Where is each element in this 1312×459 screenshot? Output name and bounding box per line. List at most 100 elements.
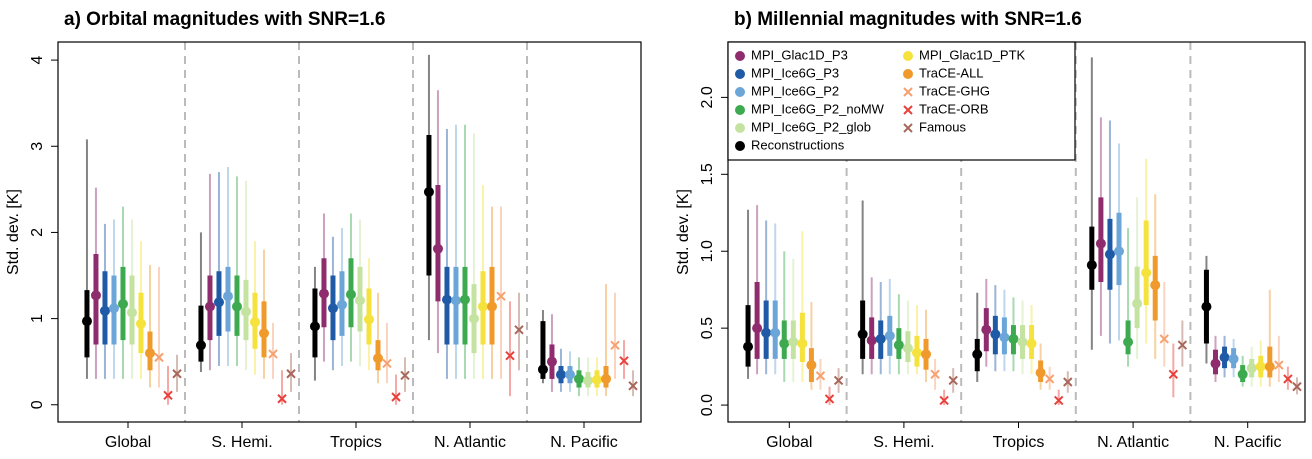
legend-marker — [735, 123, 745, 133]
point — [555, 369, 566, 380]
y-axis-label: Std. dev. [K] — [5, 189, 22, 275]
point — [145, 348, 156, 359]
point — [948, 375, 958, 386]
point — [857, 329, 868, 340]
point — [373, 353, 384, 364]
point — [354, 295, 365, 306]
point — [824, 394, 835, 404]
point — [911, 347, 922, 358]
y-axis-label: Std. dev. [K] — [675, 189, 692, 275]
legend-marker — [735, 141, 745, 151]
point — [921, 349, 932, 360]
point — [1292, 381, 1302, 392]
point — [1123, 337, 1134, 347]
point — [1008, 333, 1019, 344]
point — [1054, 395, 1064, 406]
y-tick-label: 0 — [29, 400, 46, 409]
point — [815, 371, 826, 381]
point — [99, 305, 110, 316]
y-tick-label: 0.5 — [699, 317, 716, 339]
y-tick-label: 4 — [29, 56, 46, 65]
y-tick-label: 2.0 — [699, 86, 716, 108]
point — [1177, 340, 1188, 350]
x-tick-label: N. Atlantic — [1097, 434, 1169, 451]
point — [1201, 301, 1212, 312]
point — [866, 335, 877, 346]
point — [391, 392, 401, 402]
point — [345, 289, 356, 300]
point — [884, 330, 895, 341]
point — [363, 314, 374, 325]
point — [779, 338, 790, 349]
y-tick-label: 1.5 — [699, 163, 716, 185]
point — [231, 301, 242, 312]
chart-title: a) Orbital magnitudes with SNR=1.6 — [64, 9, 385, 30]
point — [336, 299, 347, 310]
x-tick-label: Global — [105, 434, 151, 451]
legend: MPI_Glac1D_P3 MPI_Ice6G_P3 MPI_Ice6G_P2 MPI… — [727, 41, 1076, 161]
point — [1219, 352, 1230, 363]
x-tick-label: N. Pacific — [550, 434, 618, 451]
point — [564, 369, 575, 380]
point — [628, 381, 638, 391]
point — [546, 356, 557, 367]
legend-label: MPI_Ice6G_P2_glob — [751, 119, 871, 134]
legend-marker — [903, 51, 913, 61]
point — [268, 349, 278, 359]
point — [1114, 246, 1125, 257]
legend-label: MPI_Ice6G_P3 — [751, 65, 839, 80]
point — [1283, 374, 1293, 384]
legend-label: Reconstructions — [751, 137, 845, 152]
point — [972, 349, 983, 360]
point — [259, 328, 270, 339]
point — [487, 301, 498, 312]
point — [1210, 358, 1221, 369]
legend-label: MPI_Glac1D_P3 — [751, 47, 848, 62]
point — [1035, 367, 1046, 378]
point — [752, 323, 763, 334]
point — [1255, 361, 1266, 372]
point — [893, 340, 904, 351]
point — [761, 327, 772, 338]
x-tick-label: S. Hemi. — [873, 434, 934, 451]
x-tick-label: Tropics — [993, 434, 1045, 451]
point — [1159, 334, 1169, 344]
point — [423, 186, 434, 197]
point — [1228, 353, 1239, 364]
point — [195, 340, 206, 351]
legend-marker — [735, 105, 745, 115]
point — [939, 395, 949, 406]
y-tick-label: 1 — [29, 314, 46, 323]
point — [1017, 337, 1028, 347]
point — [1264, 361, 1275, 372]
point — [382, 358, 392, 369]
point — [154, 352, 164, 363]
point — [990, 329, 1001, 340]
point — [1150, 280, 1161, 291]
point — [309, 321, 320, 332]
point — [902, 343, 913, 354]
point — [788, 337, 799, 347]
point — [1095, 238, 1106, 249]
point — [770, 327, 781, 338]
x-tick-label: S. Hemi. — [211, 434, 272, 451]
point — [999, 332, 1010, 343]
point — [441, 294, 452, 305]
point — [1274, 360, 1284, 370]
point — [619, 356, 629, 366]
chart-title: b) Millennial magnitudes with SNR=1.6 — [734, 9, 1082, 30]
y-tick-label: 0.0 — [699, 394, 716, 416]
legend-marker — [903, 87, 913, 97]
y-tick-label: 1.0 — [699, 240, 716, 262]
point — [1086, 260, 1097, 271]
legend-box — [727, 41, 1076, 161]
point — [930, 369, 940, 380]
point — [981, 324, 992, 335]
point — [222, 291, 233, 302]
point — [459, 294, 470, 305]
panel: a) Orbital magnitudes with SNR=1.6 Std. d… — [5, 9, 642, 451]
x-tick-label: Tropics — [330, 434, 382, 451]
y-tick-label: 2 — [29, 228, 46, 237]
point — [875, 333, 886, 344]
